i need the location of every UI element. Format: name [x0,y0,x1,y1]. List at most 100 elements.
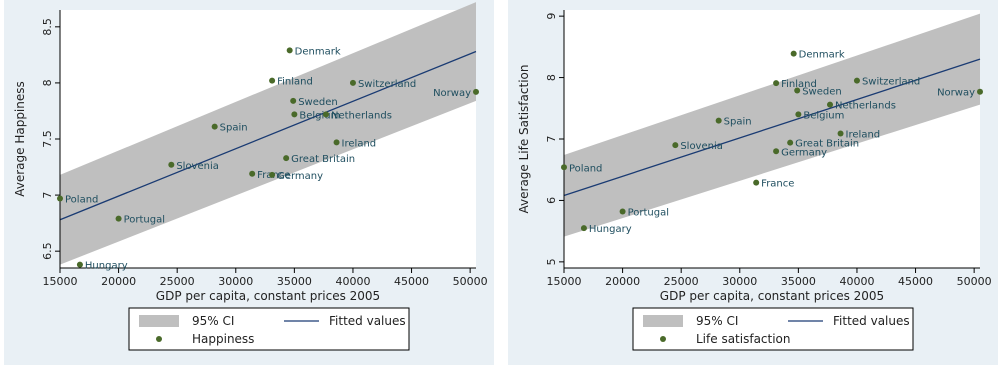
legend-series-marker [156,336,162,342]
point-label: Spain [724,117,752,128]
point-label: Hungary [85,261,128,272]
data-point [290,97,297,104]
y-tick-label: 8 [545,74,558,81]
data-point [269,171,276,178]
point-label: Denmark [799,50,845,61]
data-point [753,179,760,186]
point-label: Sweden [298,97,338,108]
x-tick-label: 40000 [839,275,874,288]
legend-fit-label: Fitted values [329,314,406,328]
data-point [211,123,218,130]
y-tick-label: 5 [545,258,558,265]
x-axis-title: GDP per capita, constant prices 2005 [156,289,380,303]
ci-band [564,13,980,237]
data-point [787,139,794,146]
point-label: Switzerland [862,77,920,88]
x-tick-label: 25000 [160,275,195,288]
x-tick-label: 30000 [218,275,253,288]
data-point [977,88,983,95]
legend-ci-swatch [643,315,683,327]
data-point [853,77,860,84]
y-tick-label: 6 [545,197,558,204]
x-tick-label: 50000 [453,275,488,288]
point-label: Portugal [628,207,669,218]
point-label: Switzerland [358,79,416,90]
legend-ci-swatch [139,315,179,327]
fitted-line [563,58,981,197]
data-point [333,139,340,146]
legend-series-label: Life satisfaction [696,332,791,346]
data-point [580,225,587,232]
x-tick-label: 15000 [43,275,78,288]
life-satisfaction-chart-panel: 15000 20000 25000 30000 35000 40000 45000 50000… [508,0,998,365]
point-label: Great Britain [291,154,355,165]
y-tick-label: 8.5 [41,18,54,36]
data-point [76,261,83,268]
x-tick-label: 35000 [277,275,312,288]
legend: 95% CI Fitted values Happiness [128,307,410,351]
data-point [837,130,844,137]
data-point [115,215,122,222]
life-satisfaction-chart: 15000 20000 25000 30000 35000 40000 45000 50000… [517,10,992,351]
x-tick-label: 45000 [898,275,933,288]
y-tick-label: 7 [545,136,558,143]
point-label: Slovenia [680,141,723,152]
legend-fit-label: Fitted values [833,314,910,328]
happiness-chart: 15000 20000 25000 30000 35000 40000 45000 50000… [13,2,488,351]
point-label: Denmark [295,46,341,57]
x-tick-label: 20000 [605,275,640,288]
point-label: Norway [937,88,975,99]
data-point [795,111,802,118]
data-point [286,47,293,54]
y-tick-label: 7 [41,192,54,199]
data-point [168,161,175,168]
data-point [323,111,330,118]
point-label: Spain [220,123,248,134]
data-point [349,79,356,86]
fitted-line [59,50,477,221]
data-point [773,80,780,87]
happiness-chart-panel: 15000 20000 25000 30000 35000 40000 45000 50000… [4,0,494,365]
point-label: Germany [781,147,827,158]
point-label: Norway [433,88,471,99]
x-tick-label: 40000 [335,275,370,288]
legend-series-label: Happiness [192,332,254,346]
legend-ci-label: 95% CI [696,314,738,328]
y-axis-title: Average Life Satisfaction [517,65,531,214]
x-tick-label: 35000 [781,275,816,288]
data-point [57,195,63,202]
data-point [561,164,567,171]
data-point [473,88,479,95]
data-point [715,117,722,124]
point-label: Belgium [803,110,844,121]
legend-series-marker [660,336,666,342]
x-tick-label: 20000 [101,275,136,288]
x-tick-label: 25000 [664,275,699,288]
point-label: Poland [65,194,98,205]
data-point [269,77,276,84]
data-point [773,148,780,155]
data-point [794,87,801,94]
point-label: Finland [277,77,313,88]
data-point [790,50,797,57]
data-point [283,155,290,162]
x-tick-label: 15000 [547,275,582,288]
ci-band [60,2,476,265]
point-label: Netherlands [331,110,392,121]
x-tick-label: 30000 [722,275,757,288]
point-label: Great Britain [795,139,859,150]
point-label: Hungary [589,224,632,235]
point-label: Netherlands [835,101,896,112]
legend: 95% CI Fitted values Life satisfaction [632,307,914,351]
x-tick-label: 50000 [957,275,992,288]
point-label: Germany [277,171,323,182]
x-axis-title: GDP per capita, constant prices 2005 [660,289,884,303]
y-tick-label: 7.5 [41,130,54,148]
data-point [672,142,679,149]
point-label: Slovenia [176,161,219,172]
point-label: Ireland [846,129,881,140]
data-point [827,101,834,108]
point-label: Portugal [124,215,165,226]
data-point [249,170,256,177]
